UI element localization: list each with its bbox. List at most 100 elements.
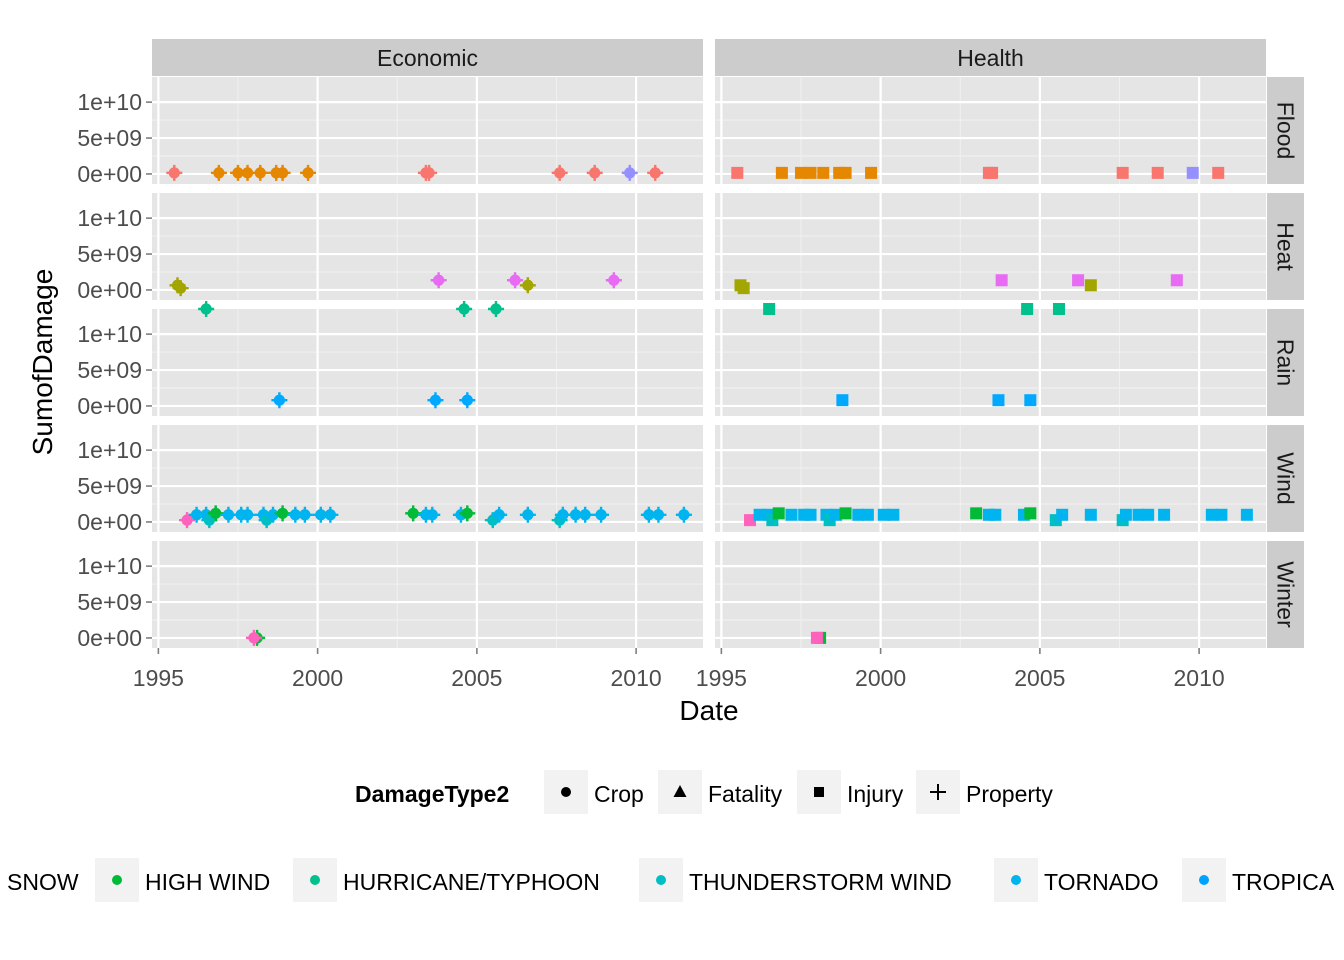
data-point-plus — [322, 506, 339, 523]
color-legend: SNOW HIGH WIND HURRICANE/TYPHOON THUNDERSTO… — [7, 858, 1335, 902]
data-point-square — [1205, 508, 1218, 521]
data-point-plus — [424, 506, 441, 523]
data-point-square — [839, 166, 852, 179]
strip-background — [715, 39, 1266, 76]
data-point-plus — [650, 506, 667, 523]
panel-flood-health — [715, 77, 1266, 184]
data-point-plus — [586, 164, 603, 181]
data-point-square — [1116, 166, 1129, 179]
legend-item-thunderstorm-wind: THUNDERSTORM WIND — [639, 858, 952, 902]
panel-background — [715, 309, 1266, 416]
data-point-square — [970, 507, 983, 520]
data-point-plus — [198, 301, 215, 317]
y-axis-title: SumofDamage — [27, 269, 58, 456]
data-point-plus — [507, 272, 524, 289]
strip-flood: Flood — [1267, 77, 1304, 184]
panel-rain-economic — [152, 309, 703, 416]
strip-background — [1267, 77, 1304, 184]
strip-background — [1267, 309, 1304, 416]
data-point-square — [817, 166, 830, 179]
legend-item-high-wind: HIGH WIND — [95, 858, 270, 902]
data-point-plus — [274, 505, 291, 522]
triangle-icon — [673, 785, 687, 797]
strip-background — [152, 39, 703, 76]
y-tick-label: 0e+00 — [77, 625, 142, 651]
data-point-square — [852, 508, 865, 521]
data-point-square — [1215, 508, 1228, 521]
data-point-square — [1158, 508, 1171, 521]
data-point-plus — [427, 392, 444, 409]
legend-color-dot — [1011, 875, 1021, 885]
data-point-square — [744, 514, 757, 527]
legend-label: HURRICANE/TYPHOON — [343, 869, 600, 895]
y-tick-label: 1e+10 — [77, 553, 142, 579]
facet-strips: Economic Health Flood Heat Rain Wind Winter — [152, 39, 1304, 648]
data-point-square — [794, 166, 807, 179]
panel-background — [152, 77, 703, 184]
strip-label: Flood — [1273, 102, 1299, 160]
data-point-plus — [621, 164, 638, 181]
data-point-square — [1024, 507, 1037, 520]
panel-background — [152, 193, 703, 300]
data-point-square — [839, 507, 852, 520]
data-point-plus — [519, 506, 536, 523]
panel-background — [152, 309, 703, 416]
data-point-plus — [459, 505, 476, 522]
data-point-square — [1056, 508, 1069, 521]
strip-economic: Economic — [152, 39, 703, 76]
data-point-square — [1072, 274, 1085, 287]
data-point-square — [836, 394, 849, 407]
data-point-square — [804, 508, 817, 521]
data-point-square — [804, 166, 817, 179]
legend-label: THUNDERSTORM WIND — [689, 869, 952, 895]
strip-label: Rain — [1273, 339, 1299, 386]
data-point-plus — [166, 164, 183, 181]
x-axis-title: Date — [679, 695, 738, 726]
data-point-square — [989, 508, 1002, 521]
y-tick-label: 5e+09 — [77, 589, 142, 615]
panel-background — [715, 77, 1266, 184]
data-point-square — [785, 508, 798, 521]
data-point-plus — [577, 506, 594, 523]
strip-health: Health — [715, 39, 1266, 76]
data-point-square — [986, 166, 999, 179]
plus-icon — [930, 784, 946, 800]
data-point-plus — [647, 164, 664, 181]
strip-label: Health — [957, 45, 1023, 71]
legend-item-injury: Injury — [797, 770, 904, 814]
data-point-square — [731, 166, 744, 179]
panel-heat-health — [715, 193, 1266, 300]
y-tick-label: 0e+00 — [77, 277, 142, 303]
circle-icon — [561, 787, 571, 797]
panel-rain-health — [715, 309, 1266, 416]
legend-item-crop: Crop — [544, 770, 644, 814]
data-point-plus — [300, 164, 317, 181]
data-points — [166, 164, 1253, 646]
data-point-plus — [210, 164, 227, 181]
data-point-plus — [675, 506, 692, 523]
data-point-plus — [487, 301, 504, 317]
square-icon — [814, 787, 824, 797]
legend-color-dot — [656, 875, 666, 885]
legend-label: HIGH WIND — [145, 869, 270, 895]
panel-background — [715, 193, 1266, 300]
data-point-plus — [245, 629, 262, 646]
data-point-plus — [519, 277, 536, 294]
data-point-square — [995, 274, 1008, 287]
x-tick-label: 1995 — [696, 665, 747, 691]
data-point-plus — [239, 506, 256, 523]
data-point-square — [1186, 166, 1199, 179]
data-point-square — [1084, 508, 1097, 521]
y-tick-label: 1e+10 — [77, 89, 142, 115]
data-point-plus — [456, 301, 473, 317]
legend-item-tornado: TORNADO — [994, 858, 1159, 902]
data-point-square — [810, 631, 823, 644]
data-point-square — [1142, 508, 1155, 521]
x-tick-label: 2005 — [1014, 665, 1065, 691]
y-tick-label: 0e+00 — [77, 393, 142, 419]
data-point-square — [1052, 303, 1065, 315]
data-point-square — [753, 508, 766, 521]
panels-layer — [152, 77, 1266, 648]
strip-background — [1267, 425, 1304, 532]
legend-label: SNOW — [7, 869, 79, 895]
